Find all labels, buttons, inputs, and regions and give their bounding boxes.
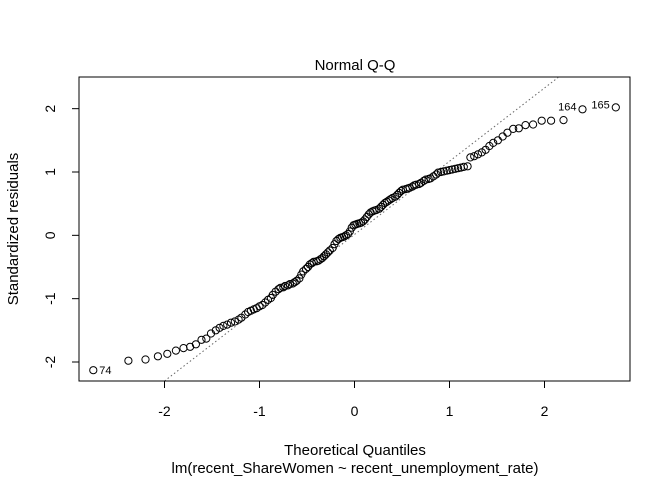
data-point [611,103,620,112]
data-point [442,166,451,175]
data-point [470,152,479,161]
data-point [223,320,232,329]
y-axis: -2 -1 0 1 2 [42,105,80,369]
data-point [466,153,475,162]
data-point [171,346,180,355]
data-point [463,162,472,171]
data-point [451,164,460,173]
point-label: 164 [558,101,576,113]
data-point [559,116,568,125]
data-point [421,175,430,184]
data-point [292,276,301,285]
data-point [215,323,224,332]
chart-title: Normal Q-Q [315,57,396,74]
y-tick-label: 0 [42,231,58,239]
data-point [261,298,270,307]
data-point [323,248,332,257]
data-point [163,349,172,358]
data-point [299,267,308,276]
data-points [89,103,620,375]
data-point [226,318,236,327]
data-point [439,167,448,176]
data-point [360,215,369,224]
data-point [328,243,337,253]
data-point [191,340,200,349]
data-point [285,280,294,289]
data-point [547,116,556,125]
data-point [473,150,483,159]
x-tick-label: -2 [158,403,171,419]
y-tick-label: 1 [42,168,58,176]
data-point [509,124,518,133]
x-tick-label: -1 [253,403,266,419]
data-point [489,138,498,147]
data-point [514,124,523,133]
x-tick-label: 0 [351,403,359,419]
data-point [459,162,468,171]
data-point [503,128,512,137]
data-point [529,120,538,129]
data-point [276,283,285,292]
qq-reference-line [164,76,560,382]
data-point [274,285,283,294]
data-point [537,116,546,125]
data-point [241,310,250,319]
x-axis-subtitle: lm(recent_ShareWomen ~ recent_unemployme… [172,460,539,477]
data-point [436,167,446,177]
data-point [279,283,288,292]
data-point [89,366,98,375]
data-point [283,281,293,290]
data-point [202,334,211,343]
y-tick-label: -1 [42,292,58,305]
data-point [445,166,454,175]
data-point [295,274,304,283]
data-point [219,321,228,330]
y-tick-label: -2 [42,356,58,369]
data-point [386,195,395,204]
data-point [498,132,507,141]
data-point [230,317,239,326]
data-point [521,121,530,130]
data-point [412,180,421,189]
x-tick-label: 2 [541,403,549,419]
point-labels: 74 164 165 [99,99,610,377]
data-point [343,230,352,239]
data-point [281,281,290,291]
data-point [432,170,441,179]
data-point [124,356,133,365]
y-axis-title: Standardized residuals [5,153,22,306]
data-point [578,105,587,114]
data-point [141,355,150,364]
point-label: 74 [99,365,111,377]
data-point [258,300,267,310]
y-tick-label: 2 [42,105,58,113]
data-point [197,335,206,344]
data-point [153,352,162,361]
x-axis-title: Theoretical Quantiles [284,442,426,459]
data-point [179,344,188,353]
point-label: 165 [591,99,609,111]
data-point [448,165,457,174]
x-tick-label: 1 [446,403,454,419]
reference-line-group [164,76,560,382]
data-point [334,235,343,244]
data-point [345,227,354,236]
data-point [325,246,334,255]
data-point [434,168,443,177]
data-point [454,164,463,173]
x-axis: -2 -1 0 1 2 [158,380,549,419]
